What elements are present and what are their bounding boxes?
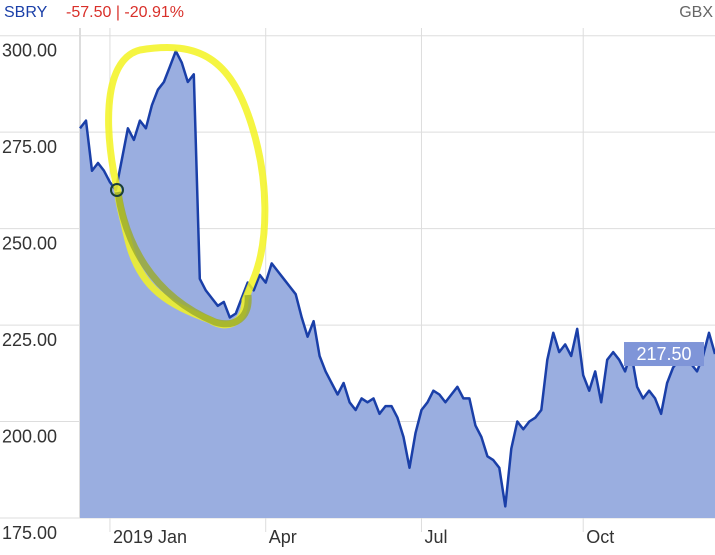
- last-price-box: [624, 342, 704, 367]
- y-tick-label: 225.00: [2, 330, 57, 350]
- annotation: [105, 44, 269, 329]
- price-line: [79, 49, 715, 508]
- x-tick-label: 2019 Jan: [113, 527, 187, 547]
- y-tick-label: 275.00: [2, 137, 57, 157]
- x-tick-label: Apr: [269, 527, 297, 547]
- x-tick-label: Jul: [424, 527, 447, 547]
- highlight-circle-lower: [114, 191, 252, 328]
- highlight-circle: [105, 44, 269, 329]
- plot: 217.50: [79, 49, 715, 518]
- x-tick-label: Oct: [586, 527, 614, 547]
- currency: GBX: [679, 4, 713, 21]
- y-tick-label: 300.00: [2, 40, 57, 60]
- area: [80, 51, 715, 518]
- marker: [110, 183, 124, 197]
- y-tick-label: 250.00: [2, 233, 57, 253]
- y-tick-label: 200.00: [2, 426, 57, 446]
- symbol: SBRY: [4, 4, 48, 21]
- y-tick-label: 175.00: [2, 523, 57, 543]
- price-change: -57.50 | -20.91%: [66, 4, 184, 21]
- last-price-label: 217.50: [636, 344, 691, 364]
